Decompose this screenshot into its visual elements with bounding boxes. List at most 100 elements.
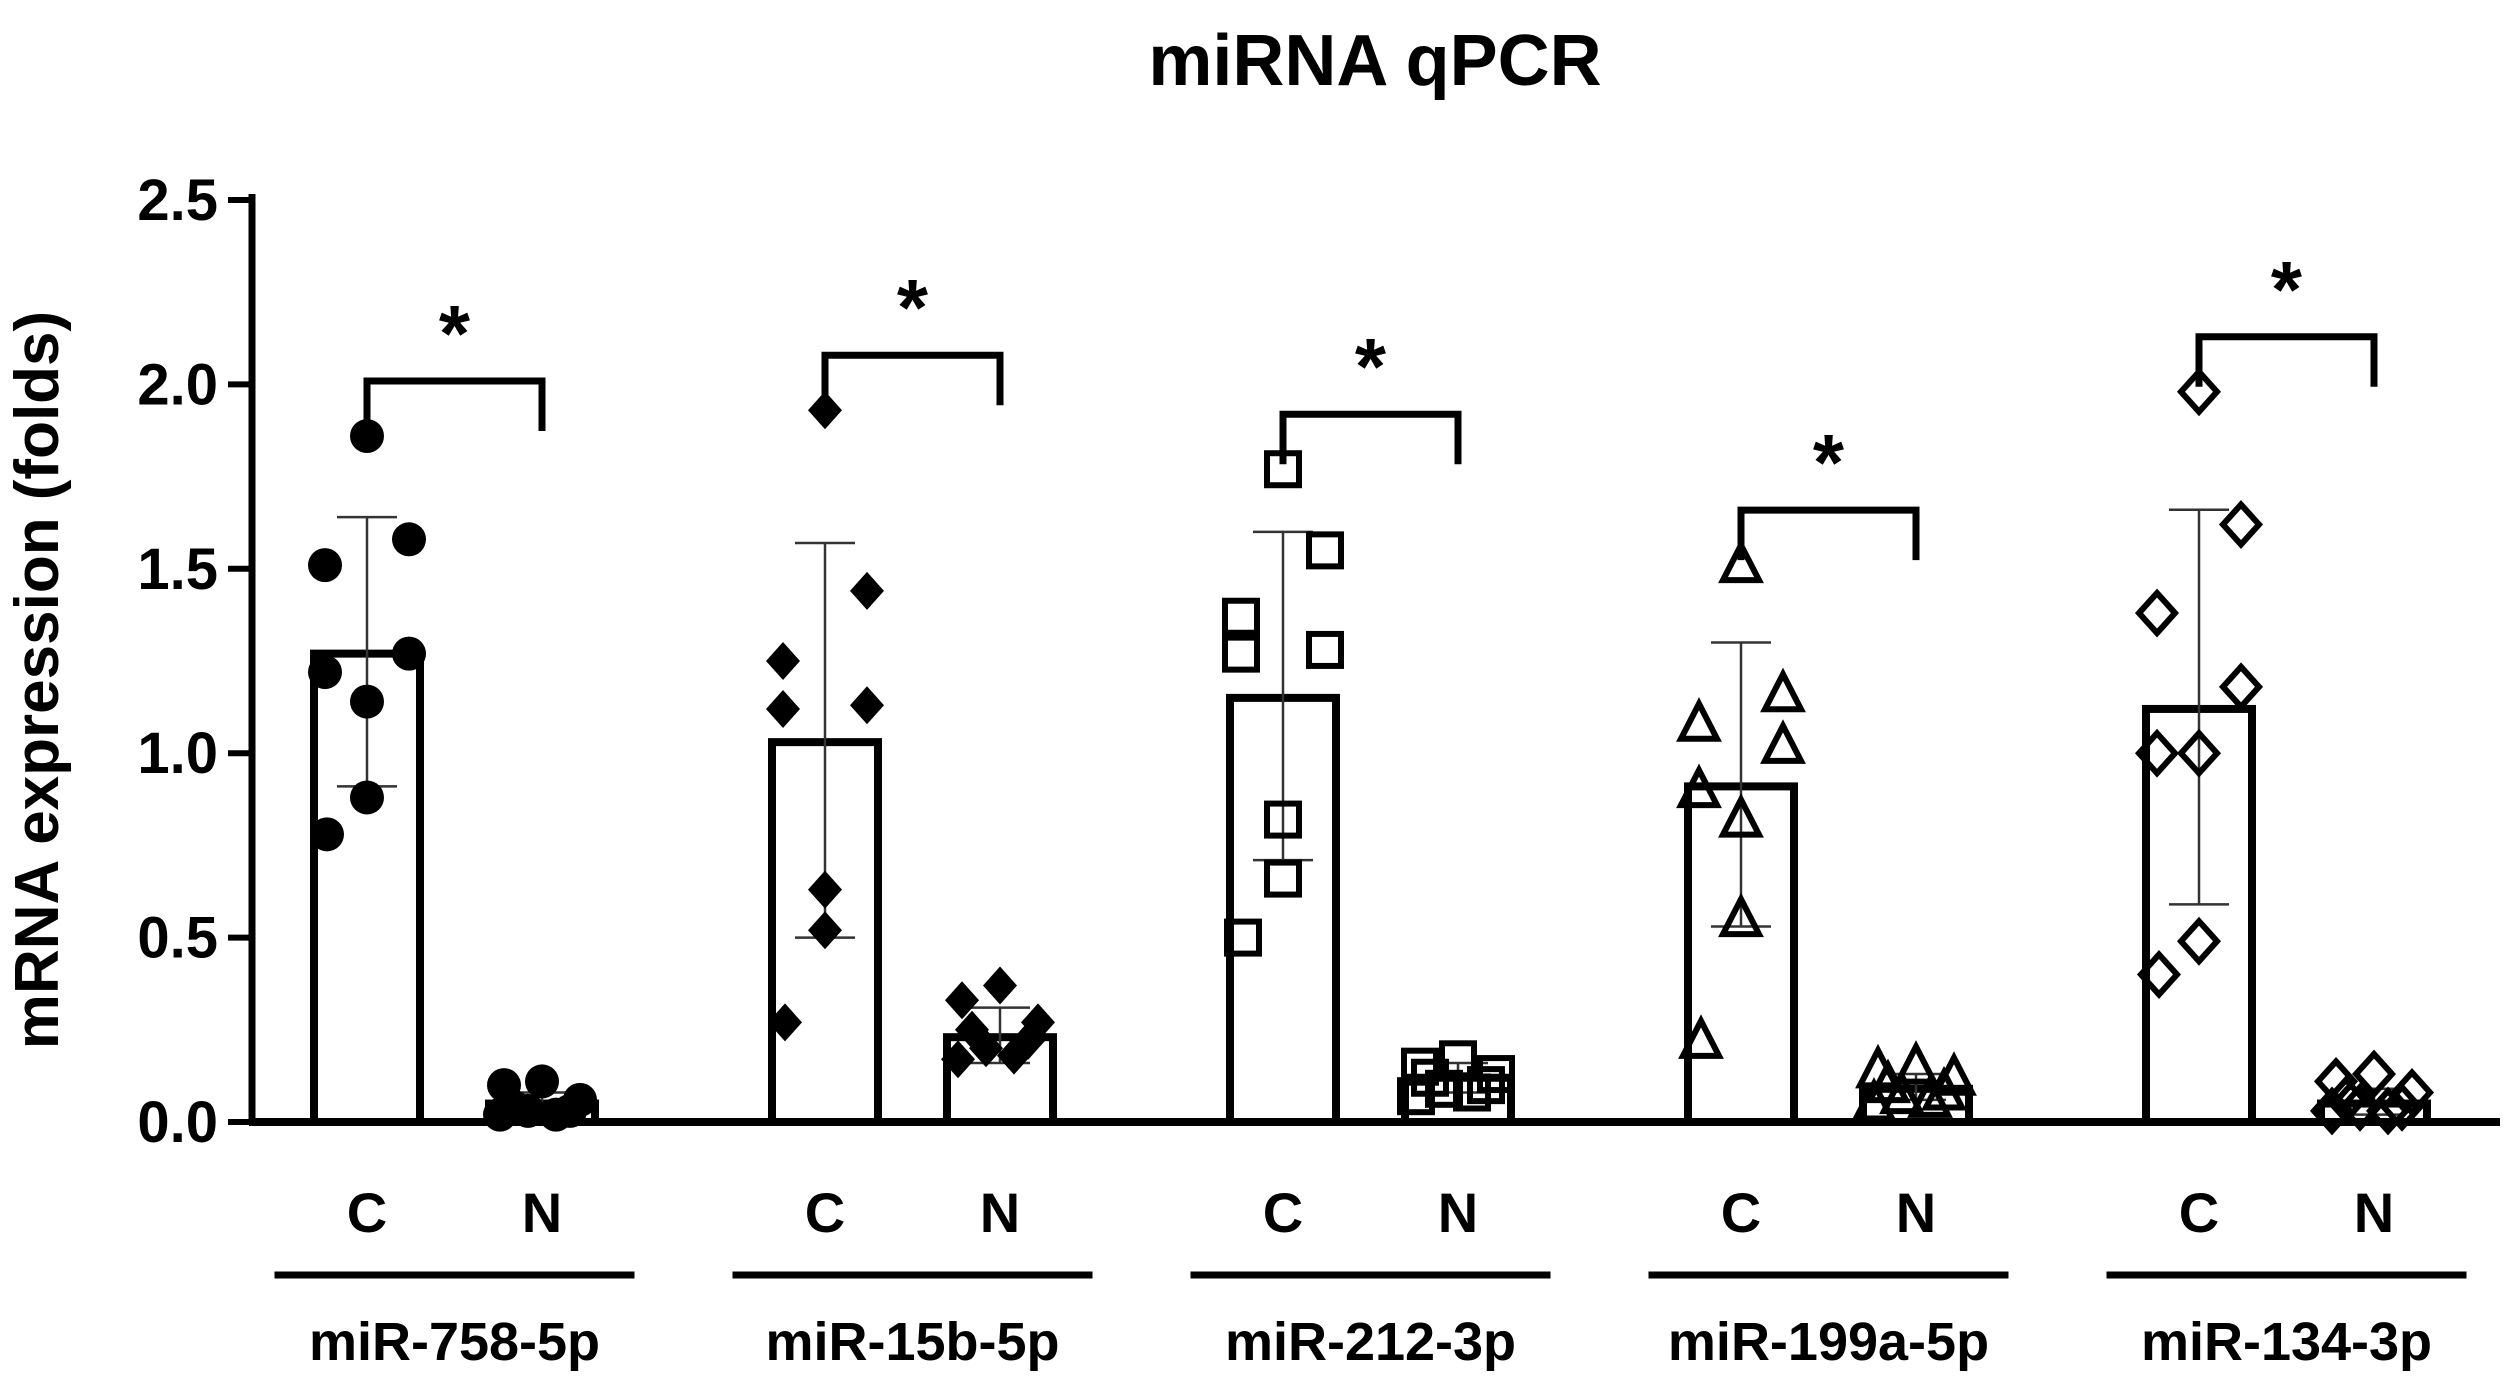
data-point-open-diamond xyxy=(2136,949,2182,999)
data-point-triangle xyxy=(1676,697,1722,742)
y-tick-label: 2.5 xyxy=(137,168,218,233)
y-tick-label: 0.0 xyxy=(137,1090,218,1155)
x-group-label: N xyxy=(522,1181,562,1244)
data-point-open-diamond xyxy=(2365,1086,2411,1136)
data-point-diamond xyxy=(766,689,800,728)
category-label: miR-212-3p xyxy=(1225,1312,1516,1372)
data-point-square xyxy=(1264,800,1302,839)
y-tick-label: 2.0 xyxy=(137,352,218,417)
data-point-diamond xyxy=(969,1029,1003,1068)
significance-star: * xyxy=(1813,418,1845,507)
data-point-circle xyxy=(511,1093,545,1128)
bar-c xyxy=(2142,704,2256,1126)
data-point-diamond xyxy=(850,686,884,725)
x-group-label: C xyxy=(1263,1181,1303,1244)
x-group-label: C xyxy=(2179,1181,2219,1244)
data-point-square xyxy=(1425,1069,1463,1108)
x-group-label: N xyxy=(1438,1181,1478,1244)
y-axis: 0.0 0.5 1.0 1.5 2.0 2.5 xyxy=(137,168,256,1155)
data-point-diamond xyxy=(945,981,979,1020)
x-group-label: N xyxy=(980,1181,1020,1244)
x-group-label: C xyxy=(1721,1181,1761,1244)
data-point-square xyxy=(1397,1077,1435,1116)
data-point-triangle xyxy=(1760,667,1806,713)
data-point-triangle xyxy=(1851,1077,1897,1122)
data-point-triangle xyxy=(1907,1073,1953,1118)
data-point-circle xyxy=(308,548,342,583)
data-point-triangle xyxy=(1678,1014,1724,1059)
data-point-circle xyxy=(310,817,344,852)
y-axis-label: mRNA expression (folds) xyxy=(3,311,72,1049)
data-point-open-diamond xyxy=(2351,1049,2397,1099)
x-group-label: C xyxy=(347,1181,387,1244)
data-point-open-diamond xyxy=(2313,1056,2359,1106)
significance-bracket xyxy=(1737,506,1920,561)
significance-star: * xyxy=(2271,245,2303,334)
data-point-circle xyxy=(525,1064,559,1099)
data-point-open-diamond xyxy=(2176,916,2222,966)
significance-bracket xyxy=(2195,333,2378,387)
data-point-diamond xyxy=(850,571,884,610)
data-point-open-diamond xyxy=(2309,1086,2355,1136)
data-point-square xyxy=(1264,859,1302,898)
data-point-open-diamond xyxy=(2218,500,2264,550)
x-group-label: N xyxy=(2354,1181,2394,1244)
significance-bracket xyxy=(821,351,1004,406)
data-point-open-diamond xyxy=(2337,1082,2383,1132)
significance-star: * xyxy=(1355,322,1387,411)
data-point-triangle xyxy=(1879,1069,1925,1115)
data-point-diamond xyxy=(768,1003,802,1042)
category-label: miR-758-5p xyxy=(309,1312,600,1372)
data-point-open-diamond xyxy=(2379,1082,2425,1132)
data-point-triangle xyxy=(1718,892,1764,938)
category-label: miR-15b-5p xyxy=(765,1312,1059,1372)
significance-star: * xyxy=(897,263,929,352)
data-point-open-diamond xyxy=(2134,588,2180,638)
data-point-circle xyxy=(350,780,384,815)
data-point-open-diamond xyxy=(2176,367,2222,417)
data-point-triangle xyxy=(1718,538,1764,584)
data-point-diamond xyxy=(941,1040,975,1079)
data-point-triangle xyxy=(1676,763,1722,809)
data-point-open-diamond xyxy=(2134,728,2180,778)
category-label: miR-199a-5p xyxy=(1668,1312,1989,1372)
data-point-square xyxy=(1453,1073,1491,1112)
category-label: miR-134-3p xyxy=(2141,1312,2432,1372)
data-point-open-diamond xyxy=(2176,728,2222,778)
significance-star: * xyxy=(439,289,471,378)
data-point-square xyxy=(1224,918,1262,957)
y-tick-label: 0.5 xyxy=(137,906,218,971)
significance-bracket xyxy=(363,377,546,432)
x-group-label: C xyxy=(805,1181,845,1244)
data-point-circle xyxy=(392,522,426,557)
data-point-diamond xyxy=(808,870,842,909)
data-point-circle xyxy=(308,655,342,690)
data-point-diamond xyxy=(997,1036,1031,1075)
chart-title: miRNA qPCR xyxy=(1148,21,1601,101)
data-point-circle xyxy=(350,419,384,454)
data-point-square xyxy=(1306,531,1344,570)
data-point-circle xyxy=(483,1097,517,1132)
data-point-circle xyxy=(539,1097,573,1132)
data-point-diamond xyxy=(766,642,800,680)
data-point-triangle xyxy=(1760,719,1806,764)
x-group-label: N xyxy=(1896,1181,1936,1244)
data-point-open-diamond xyxy=(2218,662,2264,712)
data-point-square xyxy=(1306,630,1344,669)
data-point-diamond xyxy=(983,966,1017,1005)
data-point-triangle xyxy=(1718,793,1764,838)
y-tick-label: 1.0 xyxy=(137,721,218,786)
data-point-square xyxy=(1222,634,1260,673)
data-point-circle xyxy=(350,684,384,719)
significance-bracket xyxy=(1279,410,1462,465)
data-point-diamond xyxy=(808,391,842,430)
y-tick-label: 1.5 xyxy=(137,537,218,602)
data-point-diamond xyxy=(808,911,842,950)
